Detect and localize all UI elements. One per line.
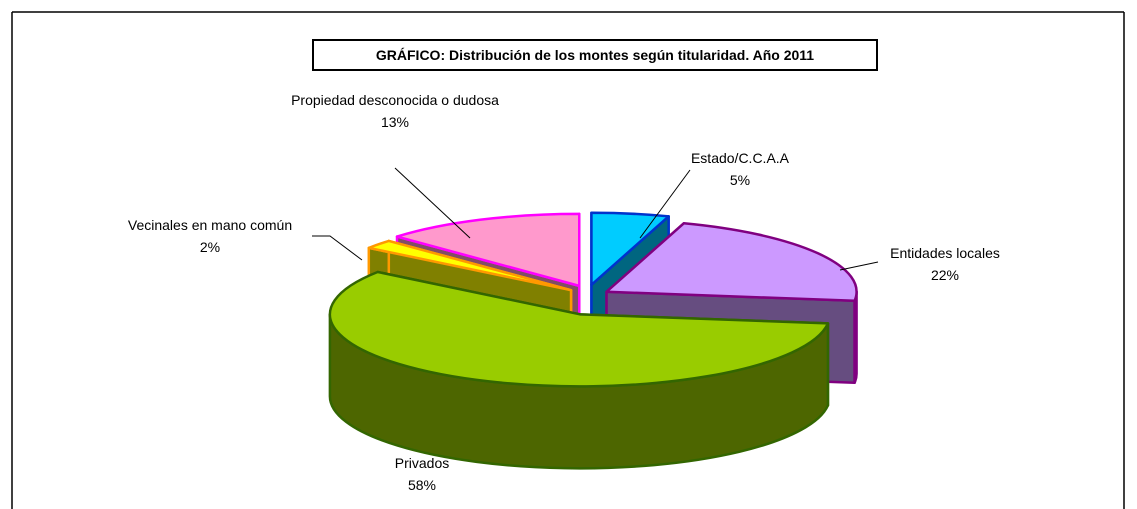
slice-value-label: 13% bbox=[380, 114, 410, 130]
leader-line bbox=[639, 169, 691, 239]
slice-label: Estado/C.C.A.A bbox=[690, 150, 790, 166]
leader-line bbox=[312, 235, 363, 261]
slice-value-label: 2% bbox=[199, 239, 221, 255]
slice bbox=[367, 239, 573, 292]
slice bbox=[328, 270, 830, 388]
slice bbox=[395, 212, 581, 288]
leader-line bbox=[839, 261, 879, 271]
slice-label: Vecinales en mano común bbox=[127, 217, 293, 233]
slice-label: Propiedad desconocida o dudosa bbox=[291, 92, 499, 108]
slice-value-label: 5% bbox=[729, 172, 751, 188]
slice-label: Entidades locales bbox=[890, 245, 1000, 261]
slice bbox=[605, 222, 858, 303]
slice-label: Privados bbox=[394, 455, 450, 471]
slice bbox=[590, 211, 670, 287]
chart-title: GRÁFICO: Distribución de los montes segú… bbox=[312, 39, 878, 71]
slice-value-label: 58% bbox=[407, 477, 437, 493]
leader-line bbox=[394, 167, 471, 239]
slice-side bbox=[853, 290, 858, 385]
slice-value-label: 22% bbox=[930, 267, 960, 283]
